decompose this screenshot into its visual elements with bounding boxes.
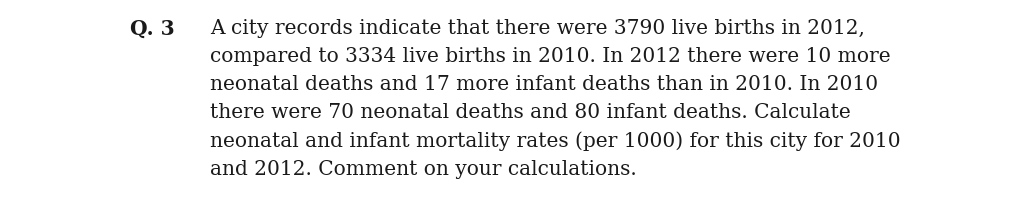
Text: Q. 3: Q. 3 xyxy=(130,19,175,39)
Text: A city records indicate that there were 3790 live births in 2012,
compared to 33: A city records indicate that there were … xyxy=(210,19,900,179)
